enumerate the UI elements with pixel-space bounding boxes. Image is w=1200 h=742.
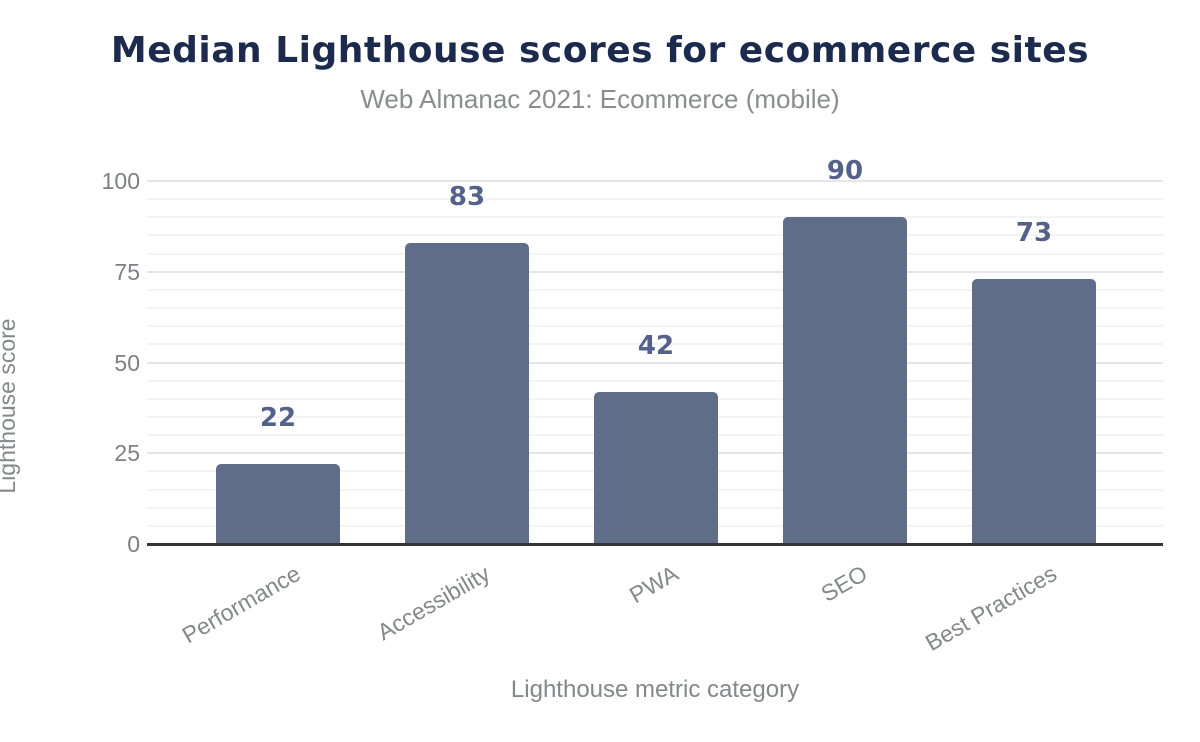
gridline-minor — [147, 379, 1163, 382]
bar-pwa — [594, 391, 718, 544]
gridline-major — [147, 180, 1163, 182]
gridline-major — [147, 361, 1163, 364]
x-tick-label-performance: Performance — [177, 560, 305, 649]
bar-best-practices — [972, 279, 1096, 544]
y-tick-label: 0 — [127, 531, 140, 557]
y-tick-label: 100 — [101, 168, 140, 194]
x-tick-label-accessibility: Accessibility — [372, 560, 494, 646]
bar-performance — [216, 464, 340, 544]
x-tick-label-best-practices: Best Practices — [920, 560, 1061, 657]
bar-seo — [783, 217, 907, 544]
chart-subtitle: Web Almanac 2021: Ecommerce (mobile) — [360, 84, 840, 114]
gridline-minor — [147, 288, 1163, 291]
gridline-minor — [147, 252, 1163, 255]
x-axis-line — [147, 543, 1163, 546]
bar-value-label-best-practices: 73 — [1015, 218, 1053, 249]
gridline-minor — [147, 343, 1163, 346]
bar-value-label-seo: 90 — [826, 156, 864, 187]
y-tick-label: 75 — [114, 258, 140, 285]
y-tick-label: 50 — [114, 349, 140, 376]
gridline-major — [147, 270, 1163, 273]
x-tick-label-pwa: PWA — [625, 560, 683, 609]
gridline-minor — [147, 216, 1163, 219]
bar-accessibility — [405, 242, 529, 544]
x-tick-label-seo: SEO — [816, 560, 872, 607]
x-axis-title: Lighthouse metric category — [510, 676, 800, 703]
y-axis-title: Lighthouse score — [0, 318, 20, 494]
gridline-minor — [147, 325, 1163, 328]
gridline-minor — [147, 198, 1163, 201]
bar-value-label-performance: 22 — [259, 403, 297, 434]
bar-value-label-pwa: 42 — [637, 330, 675, 361]
y-tick-label: 25 — [114, 440, 140, 467]
gridline-minor — [147, 307, 1163, 310]
plot-area: 0 25 50 75 100 22 83 42 90 73 Performance Accessi… — [0, 156, 1163, 703]
chart-title: Median Lighthouse scores for ecommerce s… — [110, 30, 1090, 71]
gridline-minor — [147, 234, 1163, 237]
bar-value-label-accessibility: 83 — [448, 181, 486, 212]
